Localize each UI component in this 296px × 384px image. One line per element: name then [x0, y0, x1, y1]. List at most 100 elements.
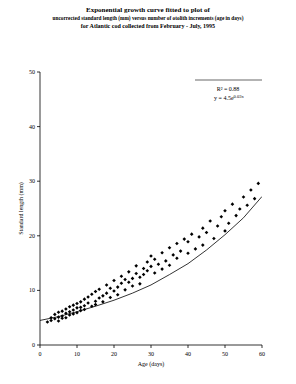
point	[212, 237, 216, 241]
point	[186, 240, 190, 244]
point	[79, 300, 83, 304]
point	[112, 279, 116, 283]
y-tick-label: 40	[29, 124, 35, 130]
x-tick	[225, 345, 226, 348]
annotation-equation: y = 4.5e0.03x	[214, 94, 244, 102]
x-tick-label: 10	[74, 351, 80, 357]
point	[205, 231, 209, 235]
point	[257, 182, 261, 186]
x-tick-label: 40	[185, 351, 191, 357]
y-tick-label: 50	[29, 69, 35, 75]
equation-base: y = 4.5e	[214, 95, 234, 101]
point	[86, 295, 90, 299]
point	[83, 297, 87, 301]
point	[242, 195, 246, 199]
point	[127, 280, 131, 284]
point	[72, 303, 76, 307]
point	[57, 319, 61, 323]
y-axis	[40, 72, 41, 345]
point	[90, 292, 94, 296]
y-tick	[37, 290, 40, 291]
point	[109, 296, 113, 300]
point	[253, 197, 257, 201]
point	[105, 283, 109, 287]
point	[116, 293, 120, 297]
point	[72, 308, 76, 312]
point	[127, 270, 131, 274]
y-tick-label: 0	[32, 342, 35, 348]
point	[60, 309, 64, 313]
point	[201, 243, 205, 247]
point	[153, 271, 157, 275]
y-axis-label: Standard length (mm)	[18, 182, 25, 235]
point	[179, 249, 183, 253]
point	[79, 306, 83, 310]
point	[46, 320, 50, 324]
y-tick-label: 30	[29, 178, 35, 184]
point	[227, 221, 231, 225]
y-tick	[37, 181, 40, 182]
x-tick	[40, 345, 41, 348]
point	[186, 251, 190, 255]
x-tick	[77, 345, 78, 348]
point	[183, 237, 187, 241]
point	[112, 289, 116, 293]
point	[160, 251, 164, 255]
point	[231, 202, 235, 206]
point	[201, 226, 205, 230]
point	[86, 301, 90, 305]
y-tick-label: 10	[29, 287, 35, 293]
annotation: R² = 0.88	[217, 86, 240, 92]
x-tick-label: 20	[111, 351, 117, 357]
x-tick	[262, 345, 263, 348]
x-tick	[188, 345, 189, 348]
chart: Exponential growth curve fitted to plot …	[0, 0, 296, 384]
point	[142, 273, 146, 277]
point	[223, 229, 227, 233]
point	[164, 259, 168, 263]
point	[120, 282, 124, 286]
subtitle: uncorrected standard length (mm) versus …	[53, 15, 244, 22]
point	[94, 290, 98, 294]
point	[149, 265, 153, 269]
point	[168, 246, 172, 250]
subtitle: for Atlantic cod collected from February…	[81, 23, 215, 29]
point	[68, 305, 72, 309]
point	[83, 304, 87, 308]
annotation-rule	[195, 80, 262, 81]
point	[249, 188, 253, 192]
y-tick	[37, 126, 40, 127]
point	[134, 272, 138, 276]
x-tick	[114, 345, 115, 348]
title: Exponential growth curve fitted to plot …	[86, 6, 211, 14]
point	[97, 296, 101, 300]
point	[197, 235, 201, 239]
x-tick	[151, 345, 152, 348]
point	[245, 203, 249, 207]
point	[142, 267, 146, 271]
point	[94, 300, 98, 304]
point	[194, 247, 198, 251]
y-tick	[37, 235, 40, 236]
point	[146, 260, 150, 264]
point	[146, 269, 150, 273]
point	[134, 264, 138, 268]
point	[120, 274, 124, 278]
point	[220, 215, 224, 219]
point	[168, 263, 172, 267]
x-tick-label: 50	[222, 351, 228, 357]
point	[105, 291, 109, 295]
y-tick-label: 20	[29, 233, 35, 239]
point	[208, 219, 212, 223]
plot-area	[40, 182, 262, 324]
point	[234, 214, 238, 218]
point	[171, 253, 175, 257]
point	[75, 302, 79, 306]
point	[131, 277, 135, 281]
y-tick	[37, 345, 40, 346]
point	[138, 275, 142, 279]
point	[116, 285, 120, 289]
point	[138, 282, 142, 286]
y-tick	[37, 72, 40, 73]
x-axis-label: Age (days)	[138, 361, 165, 368]
